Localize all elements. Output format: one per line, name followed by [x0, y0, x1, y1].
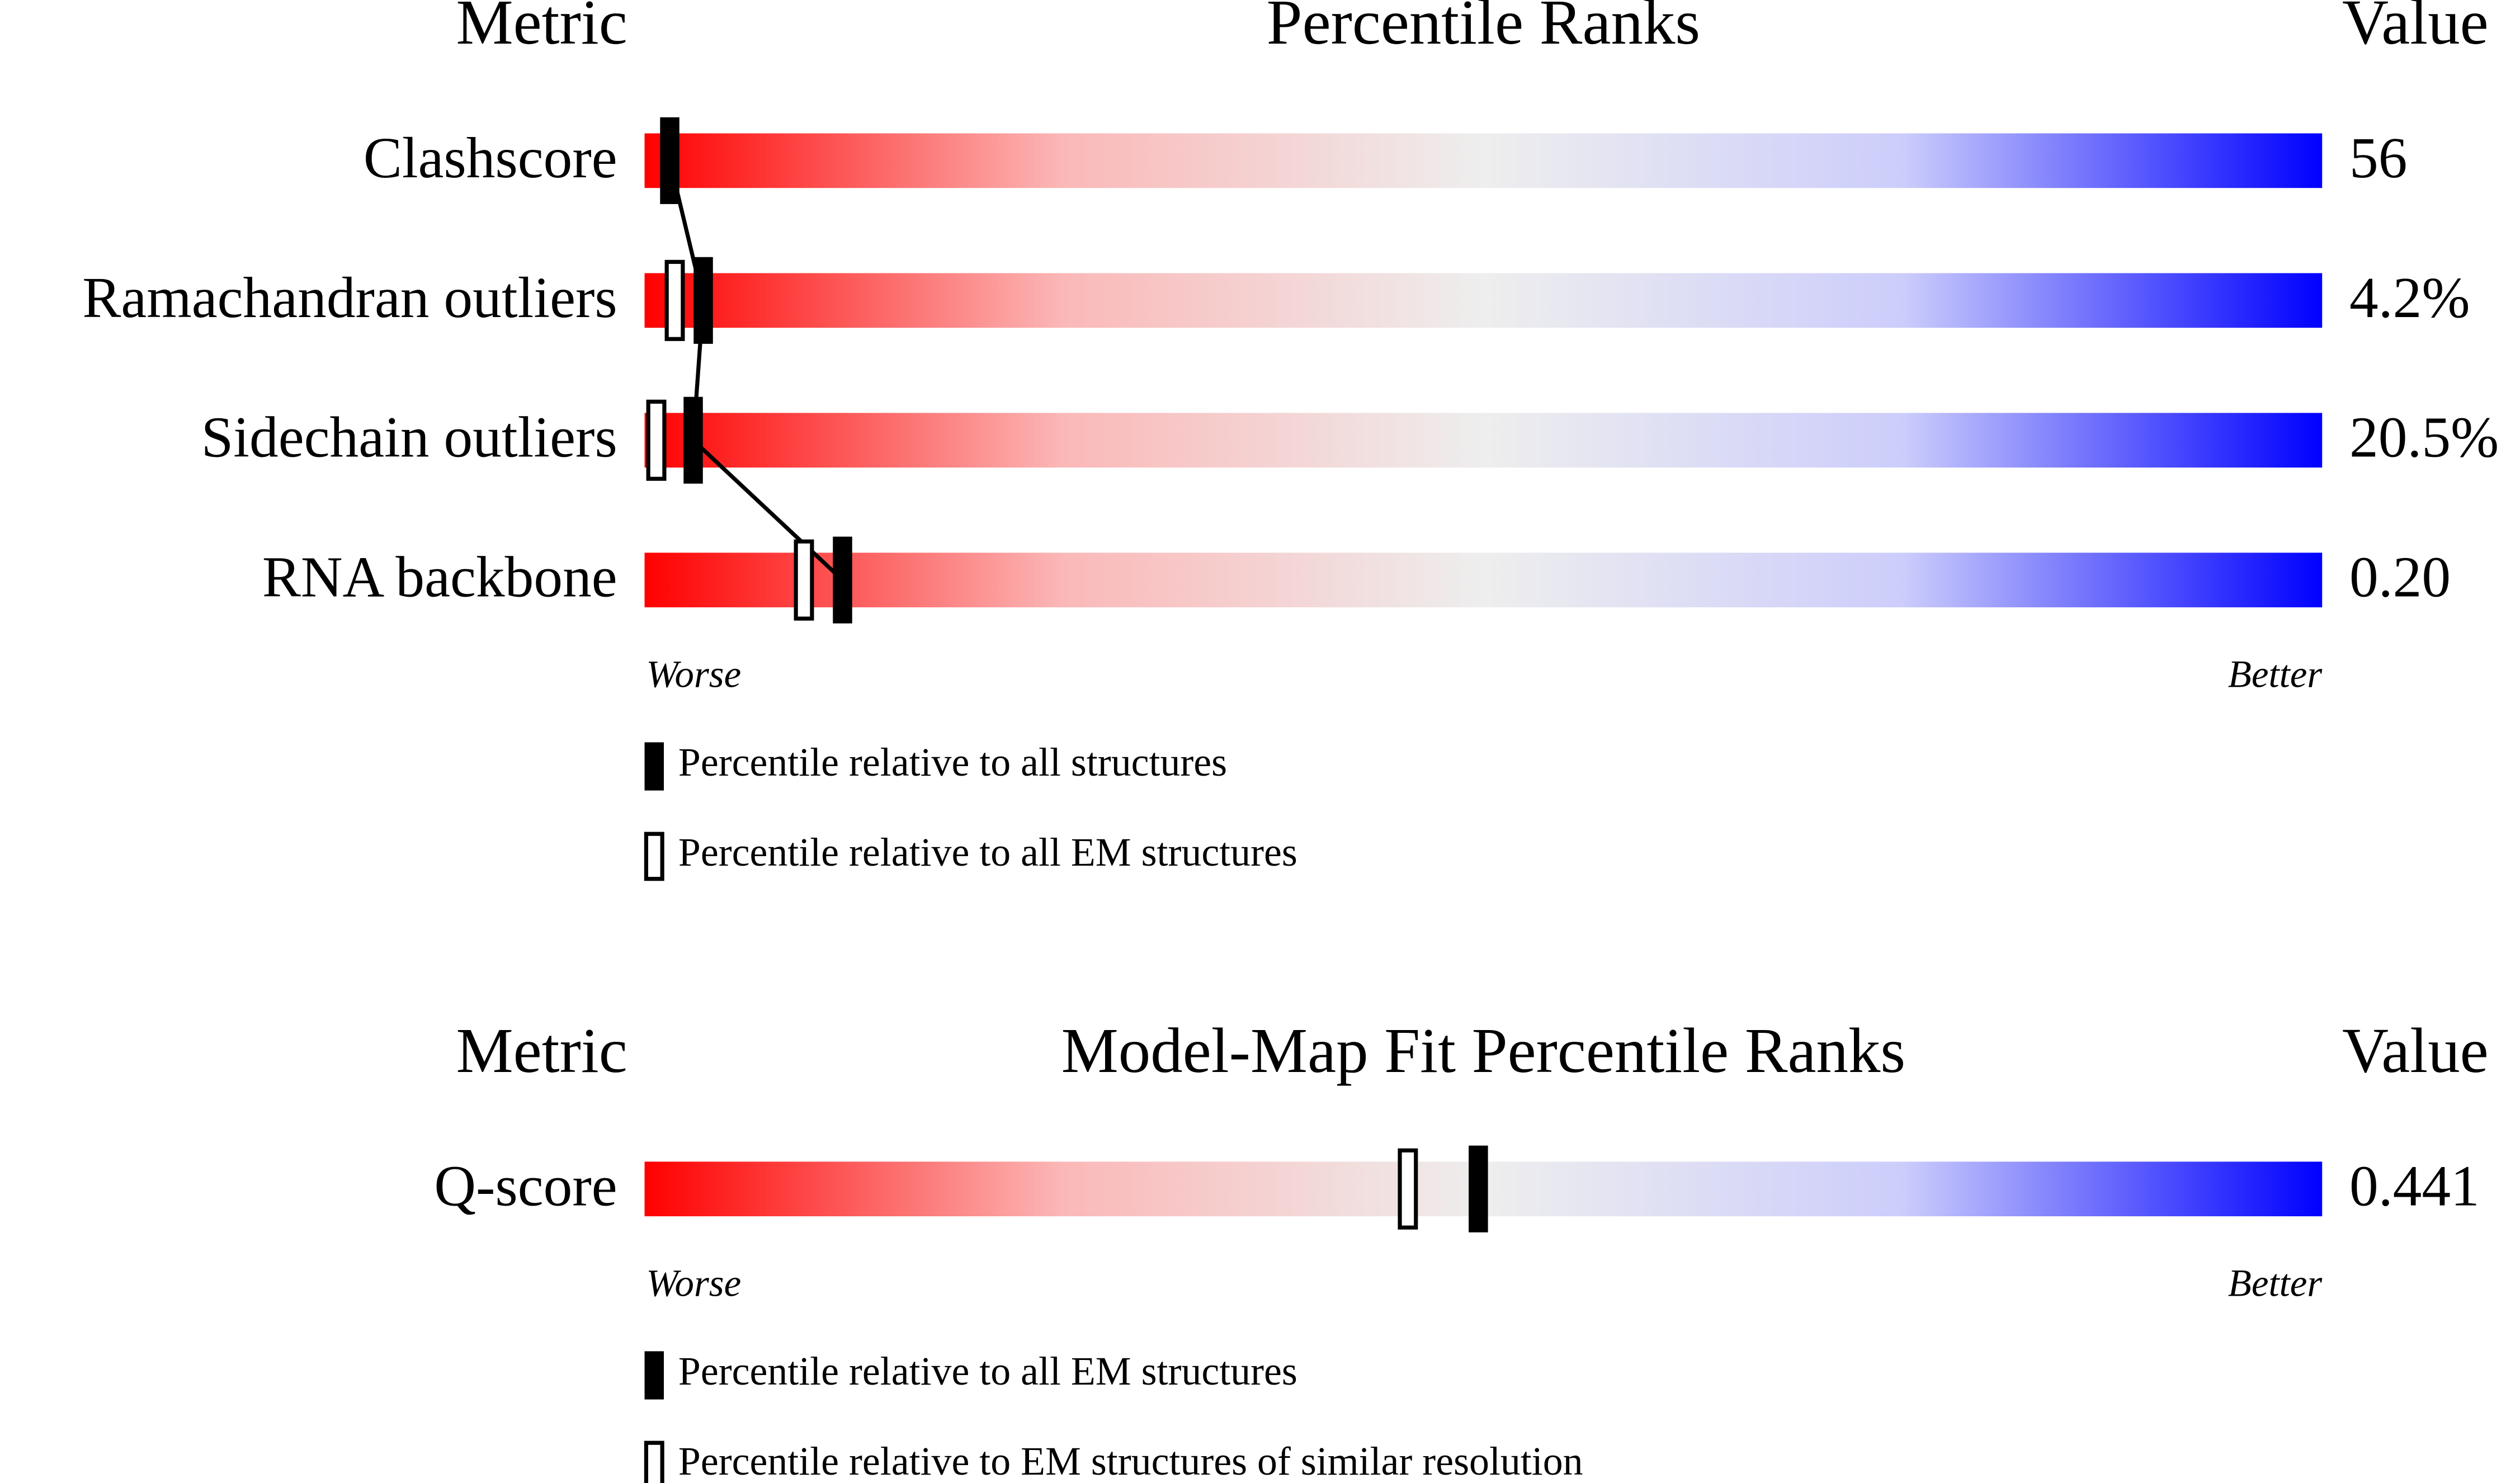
legend-label: Percentile relative to all structures: [678, 740, 1227, 785]
percentile-marker: [660, 117, 679, 204]
percentile-marker-hollow: [646, 399, 667, 481]
legend-label: Percentile relative to EM structures of …: [678, 1439, 1583, 1483]
percentile-marker-hollow: [664, 259, 685, 341]
metric-value: 0.20: [2349, 546, 2451, 610]
metric-label: Clashscore: [364, 126, 617, 190]
legend-swatch: [644, 1441, 664, 1483]
percentile-marker: [833, 536, 852, 624]
metric-label: RNA backbone: [262, 546, 617, 610]
worse-label: Worse: [646, 653, 741, 695]
percentile-marker: [1469, 1145, 1488, 1232]
value-header: Value: [2342, 0, 2489, 58]
metric-header: Metric: [456, 0, 627, 58]
legend-swatch: [644, 832, 664, 881]
percentile-marker: [683, 396, 703, 484]
worse-label: Worse: [646, 1262, 741, 1304]
better-label: Better: [2228, 1262, 2323, 1304]
percentile-bar: [644, 133, 2323, 188]
percentile-marker-hollow: [794, 539, 814, 621]
connector-line: [668, 160, 844, 582]
chart-title: Model-Map Fit Percentile Ranks: [1061, 1015, 1906, 1086]
metric-value: 20.5%: [2349, 406, 2499, 470]
metric-label: Sidechain outliers: [201, 406, 617, 470]
percentile-bar: [644, 413, 2323, 468]
metric-label: Ramachandran outliers: [82, 266, 617, 330]
metric-label: Q-score: [434, 1155, 617, 1218]
legend-label: Percentile relative to all EM structures: [678, 1349, 1297, 1394]
metric-value: 4.2%: [2349, 266, 2470, 330]
metric-header: Metric: [456, 1015, 627, 1086]
value-header: Value: [2342, 1015, 2489, 1086]
percentile-marker-hollow: [1398, 1148, 1418, 1230]
better-label: Better: [2228, 653, 2323, 695]
legend-swatch: [644, 1351, 664, 1400]
metric-value: 56: [2349, 126, 2407, 190]
percentile-marker: [693, 257, 713, 344]
percentile-bar: [644, 552, 2323, 608]
legend-swatch: [644, 742, 664, 791]
legend-label: Percentile relative to all EM structures: [678, 830, 1297, 875]
metric-value: 0.441: [2349, 1155, 2480, 1218]
percentile-bar: [644, 273, 2323, 328]
chart-title: Percentile Ranks: [1267, 0, 1700, 58]
